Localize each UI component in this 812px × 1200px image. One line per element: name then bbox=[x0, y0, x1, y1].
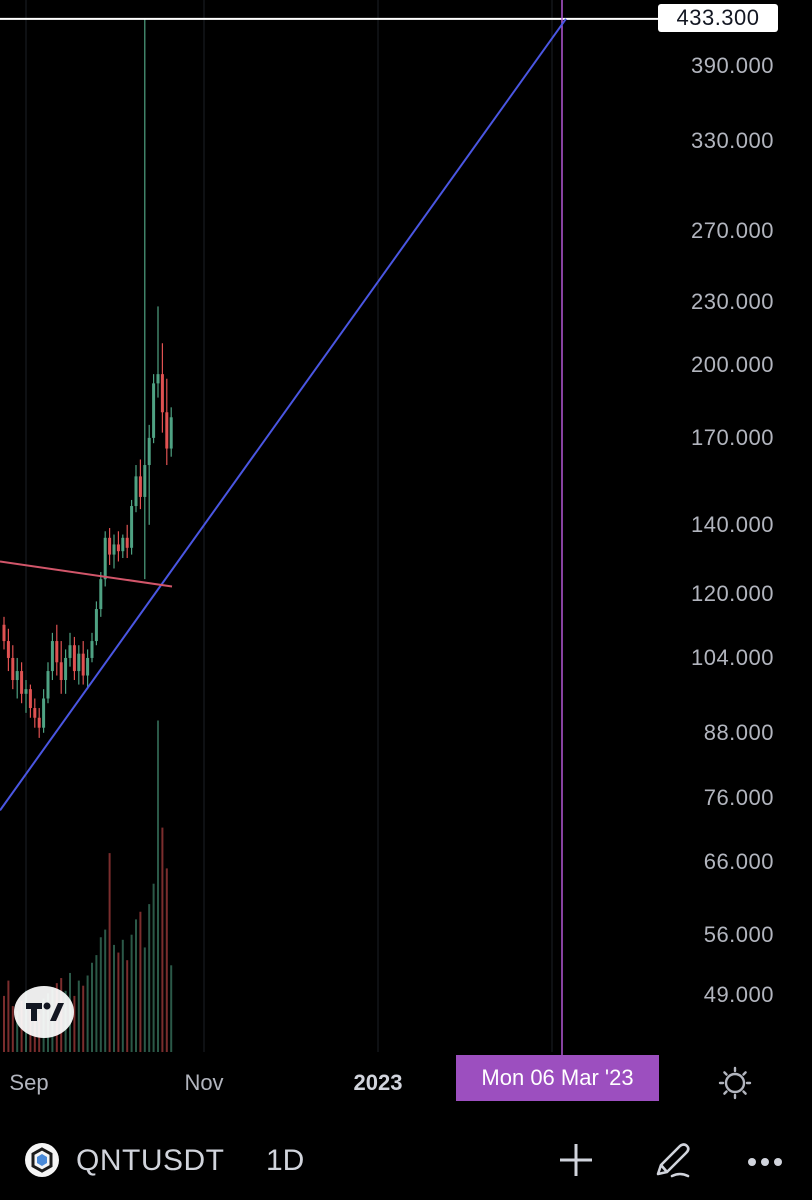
candle-body bbox=[24, 689, 28, 694]
chart-area[interactable]: 433.300 Mon 06 Mar '23 390.000 330.000 270… bbox=[0, 0, 812, 1110]
volume-bar bbox=[170, 965, 173, 1052]
candle-body bbox=[81, 653, 85, 676]
support-trendline bbox=[0, 18, 567, 811]
candle-body bbox=[134, 476, 138, 507]
candle-body bbox=[121, 537, 125, 552]
y-axis-tick-label: 49.000 bbox=[703, 982, 774, 1007]
symbol-name[interactable]: QNTUSDT bbox=[76, 1144, 225, 1177]
volume-bar bbox=[143, 947, 146, 1052]
volume-bar bbox=[121, 939, 124, 1052]
volume-bar bbox=[135, 919, 137, 1052]
x-axis-tick-label: Nov bbox=[184, 1070, 224, 1095]
y-axis-tick-label: 140.000 bbox=[690, 511, 774, 537]
volume-bar bbox=[157, 720, 159, 1052]
candle-body bbox=[156, 374, 160, 384]
volume-bar bbox=[86, 975, 89, 1052]
candle-body bbox=[94, 609, 98, 642]
current-price-label: 433.300 bbox=[658, 4, 778, 32]
candle-body bbox=[108, 537, 112, 555]
volume-bar bbox=[77, 980, 80, 1052]
y-axis-tick-label: 170.000 bbox=[690, 424, 774, 450]
candle-body bbox=[72, 645, 76, 672]
resistance-trendline bbox=[0, 560, 173, 588]
volume-bar bbox=[130, 934, 133, 1052]
candle-body bbox=[112, 544, 116, 555]
candle-body bbox=[64, 657, 68, 681]
crosshair-date-label: Mon 06 Mar '23 bbox=[456, 1055, 659, 1101]
price-chart[interactable] bbox=[0, 0, 812, 1110]
volume-bar bbox=[152, 883, 155, 1052]
interval-selector[interactable]: 1D bbox=[266, 1144, 305, 1177]
y-axis-tick-label: 120.000 bbox=[690, 580, 774, 606]
volume-bar bbox=[108, 853, 111, 1052]
volume-bar bbox=[148, 904, 151, 1052]
candle-body bbox=[138, 476, 142, 497]
candle-body bbox=[11, 657, 15, 681]
y-axis-tick-label: 88.000 bbox=[703, 719, 774, 745]
candle-body bbox=[86, 657, 90, 676]
candle-body bbox=[37, 717, 41, 728]
x-axis-tick-label: Sep bbox=[9, 1070, 49, 1095]
candle-body bbox=[99, 579, 103, 610]
y-axis-tick-label: 270.000 bbox=[690, 217, 774, 243]
pen-icon[interactable] bbox=[650, 1138, 694, 1182]
x-axis-tick-label: 2023 bbox=[353, 1070, 403, 1095]
candle-body bbox=[77, 653, 81, 672]
candle-body bbox=[165, 412, 169, 449]
candle-body bbox=[160, 374, 164, 413]
candle-body bbox=[15, 671, 19, 681]
candle-body bbox=[90, 641, 94, 658]
y-axis-tick-label: 104.000 bbox=[690, 644, 774, 670]
plus-icon[interactable] bbox=[554, 1138, 598, 1182]
volume-bar bbox=[99, 937, 102, 1052]
y-axis-tick-label: 230.000 bbox=[690, 289, 774, 315]
volume-bar bbox=[73, 995, 76, 1052]
candle-body bbox=[6, 641, 10, 658]
volume-bar bbox=[3, 995, 5, 1052]
volume-bar bbox=[82, 985, 85, 1052]
candle-body bbox=[169, 417, 173, 449]
candle-body bbox=[125, 537, 129, 548]
volume-bar bbox=[104, 929, 107, 1052]
volume-bar bbox=[161, 827, 164, 1052]
y-axis-tick-label: 66.000 bbox=[703, 848, 774, 874]
candle-body bbox=[20, 671, 24, 694]
candle-body bbox=[50, 641, 54, 672]
candle-body bbox=[55, 641, 59, 663]
candle-body bbox=[130, 506, 134, 548]
candle-body bbox=[147, 437, 151, 466]
candle-body bbox=[59, 662, 63, 681]
y-axis-tick-label: 330.000 bbox=[690, 127, 774, 153]
candle-body bbox=[42, 698, 46, 728]
volume-bar bbox=[95, 955, 98, 1052]
y-axis-tick-label: 390.000 bbox=[690, 53, 774, 78]
candle-body bbox=[152, 383, 156, 438]
volume-bar bbox=[16, 1011, 19, 1052]
candle-body bbox=[116, 544, 120, 552]
y-axis-tick-label: 76.000 bbox=[703, 785, 774, 811]
volume-bar bbox=[165, 868, 168, 1052]
tradingview-logo bbox=[14, 986, 74, 1038]
candle-body bbox=[2, 624, 6, 642]
quant-logo-icon bbox=[25, 1143, 59, 1177]
volume-bar bbox=[7, 980, 10, 1052]
candle-body bbox=[68, 645, 72, 658]
volume-bar bbox=[11, 1006, 14, 1052]
gear-icon[interactable] bbox=[718, 1066, 752, 1100]
volume-bar bbox=[126, 960, 129, 1052]
volume-bar bbox=[91, 962, 93, 1052]
candle-body bbox=[143, 465, 147, 497]
y-axis-tick-label: 200.000 bbox=[690, 352, 774, 378]
candle-body bbox=[28, 689, 32, 709]
volume-bar bbox=[139, 911, 142, 1052]
candle-body bbox=[33, 708, 37, 718]
candle-body bbox=[103, 537, 107, 580]
y-axis-tick-label: 56.000 bbox=[703, 922, 774, 948]
ellipsis-icon[interactable] bbox=[744, 1138, 788, 1182]
bottom-toolbar: QNTUSDT 1D bbox=[0, 1118, 812, 1200]
candle-body bbox=[46, 671, 50, 699]
volume-bar bbox=[113, 944, 115, 1052]
volume-bar bbox=[117, 952, 120, 1052]
